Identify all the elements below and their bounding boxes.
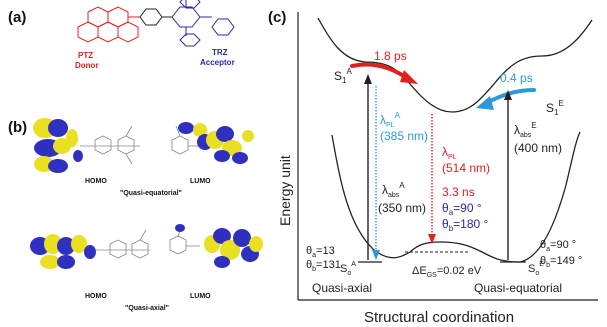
- s1-potential-curve: [317, 17, 593, 113]
- panel-a: (a) PTZ Donor TRZ Acceptor: [8, 0, 235, 70]
- right-theta-b: θb=149 °: [540, 255, 582, 269]
- theta-a-red: θa=90 °: [442, 201, 482, 217]
- theta-b-red: θb=180 °: [442, 217, 489, 233]
- lambda-pl-symbol: λPL: [442, 145, 457, 161]
- panel-c-label: (c): [268, 9, 286, 26]
- ptz-donor-sublabel: Donor: [75, 61, 99, 70]
- red-relaxation-arrow: [350, 62, 412, 82]
- s0e-label: SoE: [528, 261, 544, 277]
- axial-lumo-skeleton: [169, 225, 200, 255]
- equatorial-homo-label: HOMO: [85, 178, 107, 185]
- abs-a-arrowhead: [364, 74, 372, 84]
- left-state-label: Quasi-axial: [312, 281, 372, 295]
- trz-acceptor-structure: [171, 0, 235, 47]
- lambda-abs-a-symbol: λabsA: [382, 181, 405, 199]
- equatorial-homo-orbital: [33, 118, 83, 173]
- panel-c: (c) Energy unit Structural coordination …: [268, 9, 598, 326]
- blue-arrowhead: [476, 96, 494, 110]
- lambda-pl-a-value: (385 nm): [380, 129, 428, 143]
- equatorial-caption: "Quasi-equatorial": [120, 190, 182, 197]
- equatorial-lumo-label: LUMO: [190, 178, 211, 185]
- axial-homo-label: HOMO: [85, 293, 107, 300]
- ptz-donor-structure: [77, 6, 140, 43]
- equatorial-homo-skeleton: [80, 125, 140, 165]
- lambda-pl-value: (514 nm): [442, 161, 490, 175]
- lambda-abs-a-value: (350 nm): [378, 201, 426, 215]
- axial-lumo-label: LUMO: [190, 293, 211, 300]
- s0a-label: SoA: [340, 261, 356, 277]
- pl-arrowhead: [428, 234, 436, 244]
- panel-b: (b): [8, 118, 263, 312]
- panel-a-label: (a): [8, 9, 26, 26]
- phenyl-bridge: [139, 8, 172, 26]
- axial-caption: "Quasi-axial": [125, 305, 169, 312]
- s0-potential-curve: [331, 131, 581, 263]
- axial-lumo-orbital: [175, 224, 263, 268]
- delta-e-gs: ΔEGS=0.02 eV: [412, 265, 482, 279]
- lifetime-value: 3.3 ns: [442, 185, 475, 199]
- left-theta-a: θa=13: [306, 245, 335, 259]
- right-state-label: Quasi-equatorial: [474, 281, 562, 295]
- left-theta-b: θb=131: [306, 259, 341, 273]
- y-axis-label: Energy unit: [277, 155, 293, 226]
- ptz-donor-label: PTZ: [78, 51, 93, 60]
- abs-e-arrowhead: [504, 90, 512, 100]
- pl-a-arrowhead: [372, 250, 380, 260]
- lambda-abs-e-value: (400 nm): [514, 141, 562, 155]
- s1e-label: S1E: [546, 99, 564, 117]
- panel-b-label: (b): [8, 119, 27, 136]
- lambda-pl-a-symbol: λPLA: [380, 111, 401, 129]
- lambda-abs-e-symbol: λabsE: [514, 121, 537, 139]
- s1a-label: S1A: [334, 67, 352, 85]
- axial-homo-skeleton: [95, 229, 150, 259]
- axial-homo-orbital: [30, 234, 96, 269]
- equatorial-lumo-skeleton: [171, 125, 200, 155]
- red-arrow-time: 1.8 ps: [374, 49, 407, 63]
- trz-acceptor-sublabel: Acceptor: [200, 58, 235, 67]
- equatorial-lumo-orbital: [178, 122, 254, 164]
- trz-acceptor-label: TRZ: [212, 48, 228, 57]
- x-axis-label: Structural coordination: [364, 309, 514, 326]
- blue-arrow-time: 0.4 ps: [500, 71, 533, 85]
- red-arrowhead: [400, 70, 418, 84]
- right-theta-a: θa=90 °: [540, 239, 576, 253]
